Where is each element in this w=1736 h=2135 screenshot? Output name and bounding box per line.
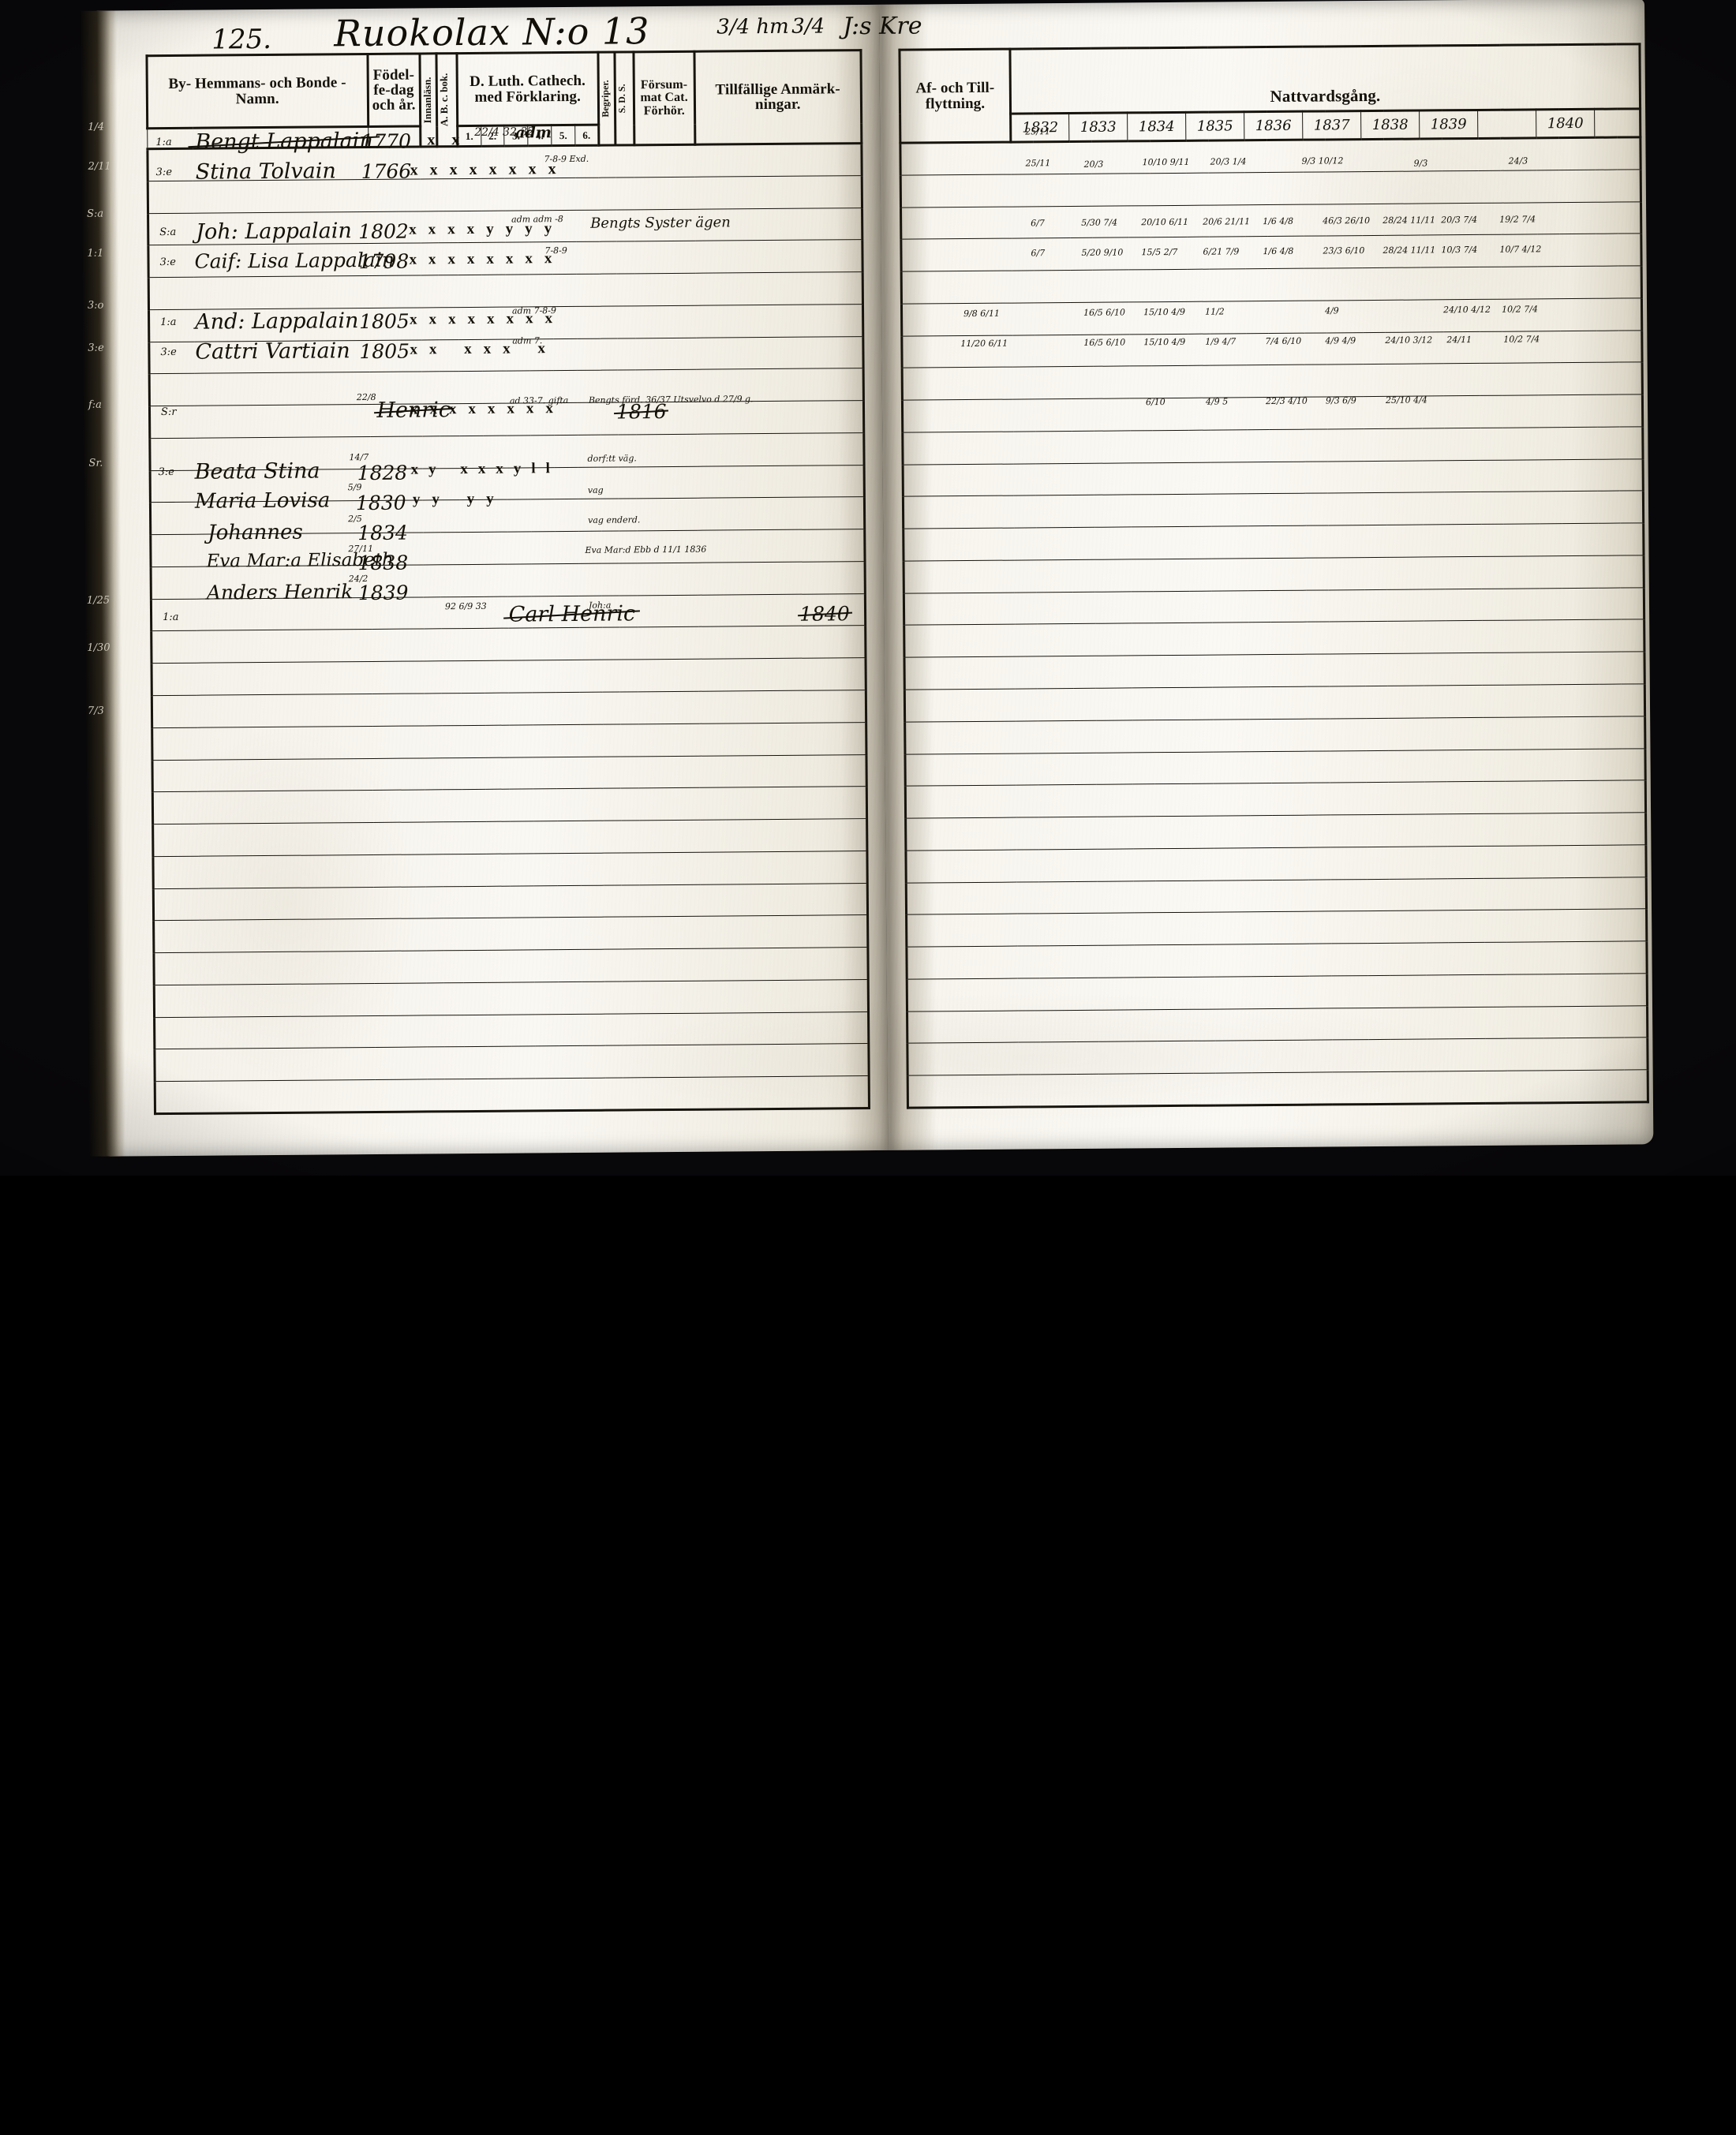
header-remarks: Tillfällige Anmärk- ningar. xyxy=(694,50,862,145)
table-row xyxy=(149,401,863,439)
year-1835: 1835 xyxy=(1186,111,1244,140)
margin-note-10: 7/3 xyxy=(88,705,104,717)
table-row xyxy=(153,819,867,857)
cat-sub-5: 5. xyxy=(552,125,575,146)
page-heading: 125. Ruokolax N:o 13 3/4 hm 3/4 J:s Kre xyxy=(211,11,859,63)
year-1839: 1839 xyxy=(1420,110,1478,139)
margin-note-2: S:a xyxy=(87,208,103,220)
margin-note-4: 3:o xyxy=(88,300,104,312)
header-communion: Nattvardsgång. xyxy=(1010,44,1641,114)
table-row xyxy=(150,465,864,503)
table-row xyxy=(150,497,864,535)
header-abc-bok: A. B. c. bok. xyxy=(438,54,451,145)
header-innanlasn: Innanläsn. xyxy=(421,54,434,145)
year-1833: 1833 xyxy=(1069,112,1128,141)
right-register-table: Af- och Till- flyttning. Nattvardsgång. … xyxy=(898,43,1649,1109)
table-row xyxy=(148,240,862,278)
margin-note-1: 2/11 xyxy=(88,161,111,173)
year-1836: 1836 xyxy=(1244,111,1303,140)
year-1840: 1840 xyxy=(1536,109,1595,138)
table-row xyxy=(148,208,862,245)
margin-note-6: f:a xyxy=(88,399,102,411)
table-row xyxy=(151,529,865,567)
margin-note-7: Sr. xyxy=(88,458,103,469)
margin-note-9: 1/30 xyxy=(87,642,110,654)
page-number: 125. xyxy=(211,24,271,56)
table-row xyxy=(154,948,868,985)
table-row xyxy=(148,144,862,181)
margin-note-0: 1/4 xyxy=(88,122,104,133)
year-blank-2 xyxy=(1595,108,1641,137)
year-1838: 1838 xyxy=(1361,110,1420,140)
table-row xyxy=(153,851,867,888)
table-row xyxy=(155,1011,869,1049)
cat-sub-2: 2. xyxy=(481,125,504,146)
table-row xyxy=(153,883,867,921)
cat-sub-4: 4. xyxy=(528,125,552,146)
table-row xyxy=(907,1070,1648,1108)
header-names: By- Hemmans- och Bonde - Namn. xyxy=(147,54,368,128)
table-row xyxy=(154,979,868,1017)
table-row xyxy=(152,787,866,824)
table-row xyxy=(152,754,866,792)
title-suffix: J:s Kre xyxy=(843,12,922,40)
header-catechism: D. Luth. Cathech. med Förklaring. xyxy=(457,52,599,126)
table-row xyxy=(149,336,863,374)
year-blank-1 xyxy=(1478,109,1536,138)
left-register-table: By- Hemmans- och Bonde - Namn. Födel- fe… xyxy=(145,49,870,1115)
table-row xyxy=(148,272,862,310)
header-sds: S. D. S. xyxy=(616,53,629,144)
table-row xyxy=(155,1044,869,1082)
table-row xyxy=(152,690,866,728)
cat-sub-1: 1. xyxy=(457,126,481,147)
title-fraction-1: 3/4 hm xyxy=(716,15,789,39)
cat-sub-3: 3. xyxy=(504,125,528,146)
header-migration: Af- och Till- flyttning. xyxy=(900,49,1011,143)
header-begriper: Begriper. xyxy=(599,54,612,144)
margin-note-8: 1/25 xyxy=(87,595,110,607)
village-title: Ruokolax N:o 13 xyxy=(334,9,650,54)
table-row xyxy=(148,175,862,213)
margin-note-5: 3:e xyxy=(88,342,103,354)
table-row xyxy=(150,432,864,470)
table-row xyxy=(152,722,866,760)
table-row xyxy=(152,658,866,696)
year-1834: 1834 xyxy=(1128,112,1186,141)
table-row xyxy=(151,593,865,631)
photograph-background: 125. Ruokolax N:o 13 3/4 hm 3/4 J:s Kre … xyxy=(0,0,1736,1176)
table-row xyxy=(155,1076,869,1114)
cat-sub-6: 6. xyxy=(575,125,599,145)
year-1837: 1837 xyxy=(1303,110,1361,140)
table-row xyxy=(149,304,863,342)
header-neglected: Försum- mat Cat. Förhör. xyxy=(634,51,695,145)
table-row xyxy=(149,368,863,406)
title-fraction-2: 3/4 xyxy=(791,14,825,38)
table-row xyxy=(152,626,866,664)
table-row xyxy=(154,915,868,953)
header-birth: Födel- fe-dag och år. xyxy=(368,54,421,127)
margin-note-3: 1:1 xyxy=(87,248,103,260)
open-book: 125. Ruokolax N:o 13 3/4 hm 3/4 J:s Kre … xyxy=(93,0,1653,1157)
year-1832: 1832 xyxy=(1011,113,1069,142)
table-row xyxy=(151,561,865,599)
